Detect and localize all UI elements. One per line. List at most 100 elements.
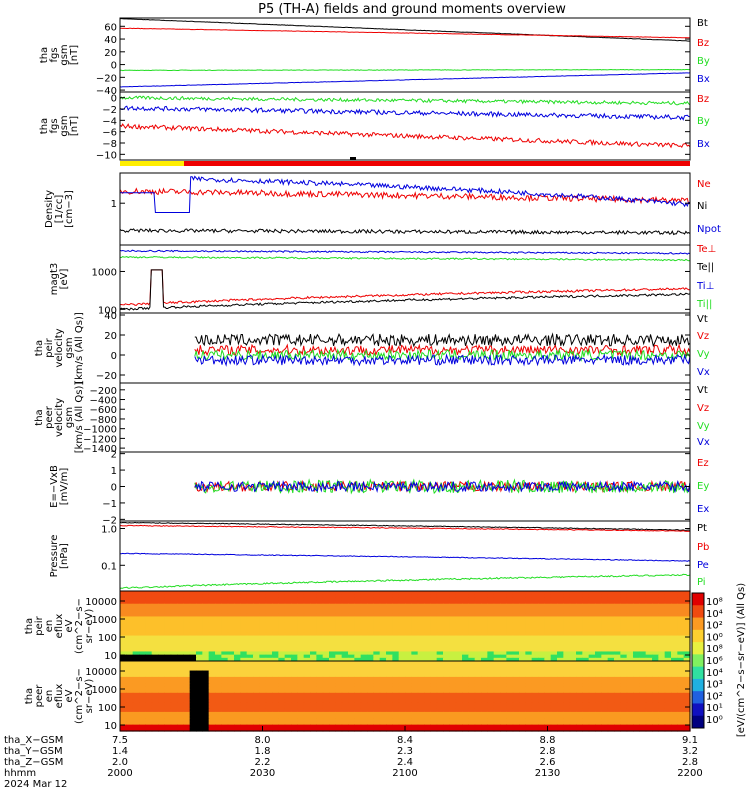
ytick-label: −200 — [90, 386, 117, 397]
legend: Bt Bz By Bx — [697, 18, 710, 85]
series-Vz — [194, 343, 691, 357]
ylabel-line: (cm^2−s− — [74, 668, 85, 724]
colorbar-tick: 10⁰ — [706, 632, 723, 643]
ylabel-line: eV — [64, 619, 75, 632]
ytick-label: 0 — [111, 483, 117, 494]
colorbar-band — [692, 629, 704, 643]
legend-Te⊥: Te⊥ — [696, 244, 716, 255]
ylabel-line: tha — [34, 409, 45, 425]
series-Vt — [194, 332, 691, 348]
legend-Te||: Te|| — [696, 262, 714, 273]
legend-Vt: Vt — [697, 385, 708, 396]
ylabel-line: (cm^2−s− — [74, 598, 85, 654]
ylabel: tha fgs gsm [nT] — [39, 115, 80, 136]
series-By — [119, 68, 690, 72]
ytick-label: −1 — [102, 499, 117, 510]
xrow-value: 9.1 — [682, 735, 698, 746]
series-Ey — [194, 478, 691, 495]
colorbar-tick: 10⁰ — [706, 715, 723, 726]
legend-Ez: Ez — [697, 458, 709, 469]
ytick-label: −2 — [102, 105, 117, 116]
legend: Pt Pb Pe Pi — [697, 523, 709, 588]
colorbar-tick: 10¹ — [706, 703, 723, 714]
colorbar-tick: 10⁴ — [706, 668, 723, 679]
ylabel: tha fgs gsm [nT] — [39, 44, 80, 65]
ylabel-line: [nT] — [69, 45, 80, 65]
xrow-value: 2.8 — [682, 757, 698, 768]
colorbar-band — [692, 666, 704, 680]
legend-Bz: Bz — [697, 38, 709, 49]
ytick-label: 1000 — [92, 267, 117, 278]
panel-temperature: 1000 100 magt3 [eV] Te⊥ Te|| Ti⊥ Ti|| — [49, 244, 716, 316]
ylabel-line: [nT] — [69, 116, 80, 136]
ytick-label: −800 — [90, 415, 117, 426]
spectrogram-peer_spectrogram — [120, 661, 691, 732]
xrow-value: 2030 — [250, 768, 275, 779]
ylabel-line: eV — [64, 689, 75, 702]
ylabel-line: sr−eV) — [84, 609, 95, 644]
panel-frame — [119, 244, 691, 314]
panel-frame — [119, 17, 691, 93]
series-Bt — [119, 17, 690, 42]
legend-Pe: Pe — [697, 560, 709, 571]
ylabel-line: fgs — [49, 47, 60, 62]
ytick-label: 1000 — [92, 615, 117, 626]
ylabel-line: en — [44, 690, 55, 703]
series-Vx — [194, 353, 691, 367]
xrow-value: 2.4 — [397, 757, 413, 768]
ytick-label: −1400 — [83, 444, 117, 455]
ytick-label: −6 — [102, 128, 117, 139]
ylabel-line: tha — [39, 47, 50, 63]
ylabel-line: [mV/m] — [59, 468, 70, 506]
colorbar-band — [692, 691, 704, 704]
ylabel-line: tha — [24, 688, 35, 704]
ylabel-line: gsm — [64, 407, 75, 428]
xrow-value: 8.8 — [540, 735, 556, 746]
ytick-label: −4 — [102, 116, 117, 127]
ylabel-line: eflux — [54, 614, 65, 639]
ylabel-line: velocity — [54, 328, 65, 367]
colorbar-tick: 10⁸ — [706, 597, 723, 608]
ylabel-line: [1/cc] — [54, 195, 65, 224]
ytick-label: 100 — [98, 703, 117, 714]
panel-peir_velocity: 40 20 0 −20 tha peir velocity gsm [km/s (All Qs)… — [34, 311, 710, 384]
xrow-value: 3.2 — [682, 746, 698, 757]
series-Ni — [119, 227, 691, 236]
ylabel-line: [eV] — [59, 269, 70, 290]
colorbar-tick: 10⁴ — [706, 609, 723, 620]
ytick-label: 1.0 — [101, 525, 117, 536]
xrow-label: hhmm — [4, 768, 36, 779]
ylabel-line: peir — [34, 615, 45, 635]
colorbar-band — [692, 605, 704, 619]
legend-Ti⊥: Ti⊥ — [696, 281, 714, 292]
ylabel-line: Pressure — [49, 535, 60, 578]
mode-bar — [120, 157, 690, 166]
xrow-value: 1.4 — [112, 746, 128, 757]
ylabel-line: gsm — [64, 337, 75, 358]
colorbar-band — [692, 703, 704, 717]
ytick-label: −40 — [96, 86, 117, 97]
ylabel-line: tha — [34, 340, 45, 356]
spectrogram-peir_spectrogram — [120, 591, 691, 662]
panel-fgs_gsm: 60 40 20 0−20 −40 tha fgs gsm [nT] Bt Bz By Bx — [39, 17, 710, 97]
series-Ne — [119, 187, 691, 205]
legend-Vy: Vy — [697, 421, 710, 432]
ytick-label: 0 — [111, 61, 117, 72]
ylabel-line: gsm — [59, 115, 70, 136]
legend-Vx: Vx — [697, 437, 710, 448]
colorbar-tick: 10² — [706, 691, 723, 702]
ytick-label: −600 — [90, 405, 117, 416]
legend: Te⊥ Te|| Ti⊥ Ti|| — [696, 244, 716, 310]
xrow-value: 2130 — [535, 768, 560, 779]
panel-frame — [119, 172, 691, 246]
ytick-label: 0 — [111, 351, 117, 362]
ytick-label: 2 — [111, 450, 117, 461]
ytick-label: 40 — [104, 35, 117, 46]
ylabel-line: peir — [44, 337, 55, 357]
legend-Pt: Pt — [697, 523, 707, 534]
series-Npot — [120, 175, 691, 213]
